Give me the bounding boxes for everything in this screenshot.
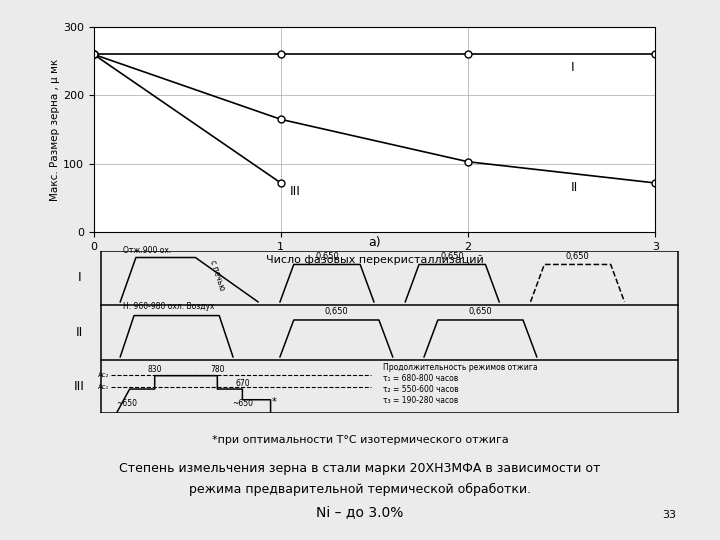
Text: 0,650: 0,650 (315, 252, 339, 261)
Text: режима предварительной термической обработки.: режима предварительной термической обраб… (189, 483, 531, 496)
Text: 0,650: 0,650 (566, 252, 590, 261)
Text: I: I (571, 62, 575, 75)
Text: *: * (272, 397, 276, 407)
Text: 0,650: 0,650 (325, 307, 348, 316)
Text: 830: 830 (148, 365, 162, 374)
Text: 780: 780 (210, 365, 225, 374)
Text: τ₁ = 680-800 часов: τ₁ = 680-800 часов (383, 374, 459, 383)
Text: III: III (290, 185, 301, 198)
Text: с печью: с печью (208, 259, 227, 292)
Text: Н. 960-980 охл. Воздух: Н. 960-980 охл. Воздух (123, 302, 215, 311)
Text: 0,650: 0,650 (441, 252, 464, 261)
X-axis label: Число фазовых перекристаллизаций: Число фазовых перекристаллизаций (266, 255, 483, 265)
Text: τ₃ = 190-280 часов: τ₃ = 190-280 часов (383, 396, 459, 406)
Text: ~650: ~650 (232, 399, 253, 408)
Text: Ni – до 3.0%: Ni – до 3.0% (316, 505, 404, 519)
Text: Степень измельчения зерна в стали марки 20ХН3МФА в зависимости от: Степень измельчения зерна в стали марки … (120, 462, 600, 475)
Text: τ₂ = 550-600 часов: τ₂ = 550-600 часов (383, 386, 459, 394)
Text: 33: 33 (662, 510, 677, 521)
Text: ~650: ~650 (116, 399, 137, 408)
Text: III: III (74, 380, 85, 393)
Text: Продолжительность режимов отжига: Продолжительность режимов отжига (383, 363, 538, 373)
Text: Ас₁: Ас₁ (98, 384, 109, 390)
Text: II: II (76, 326, 83, 339)
Text: а): а) (368, 235, 381, 249)
Y-axis label: Макс. Размер зерна , μ мк: Макс. Размер зерна , μ мк (50, 58, 60, 201)
Text: Отж.900 ох.: Отж.900 ох. (123, 246, 171, 255)
Text: 0,650: 0,650 (469, 307, 492, 316)
Text: Ас₂: Ас₂ (97, 372, 109, 377)
Text: II: II (571, 181, 578, 194)
Text: *при оптимальности T°C изотермического отжига: *при оптимальности T°C изотермического о… (212, 435, 508, 445)
Text: 670: 670 (235, 379, 250, 388)
Text: I: I (78, 271, 81, 285)
